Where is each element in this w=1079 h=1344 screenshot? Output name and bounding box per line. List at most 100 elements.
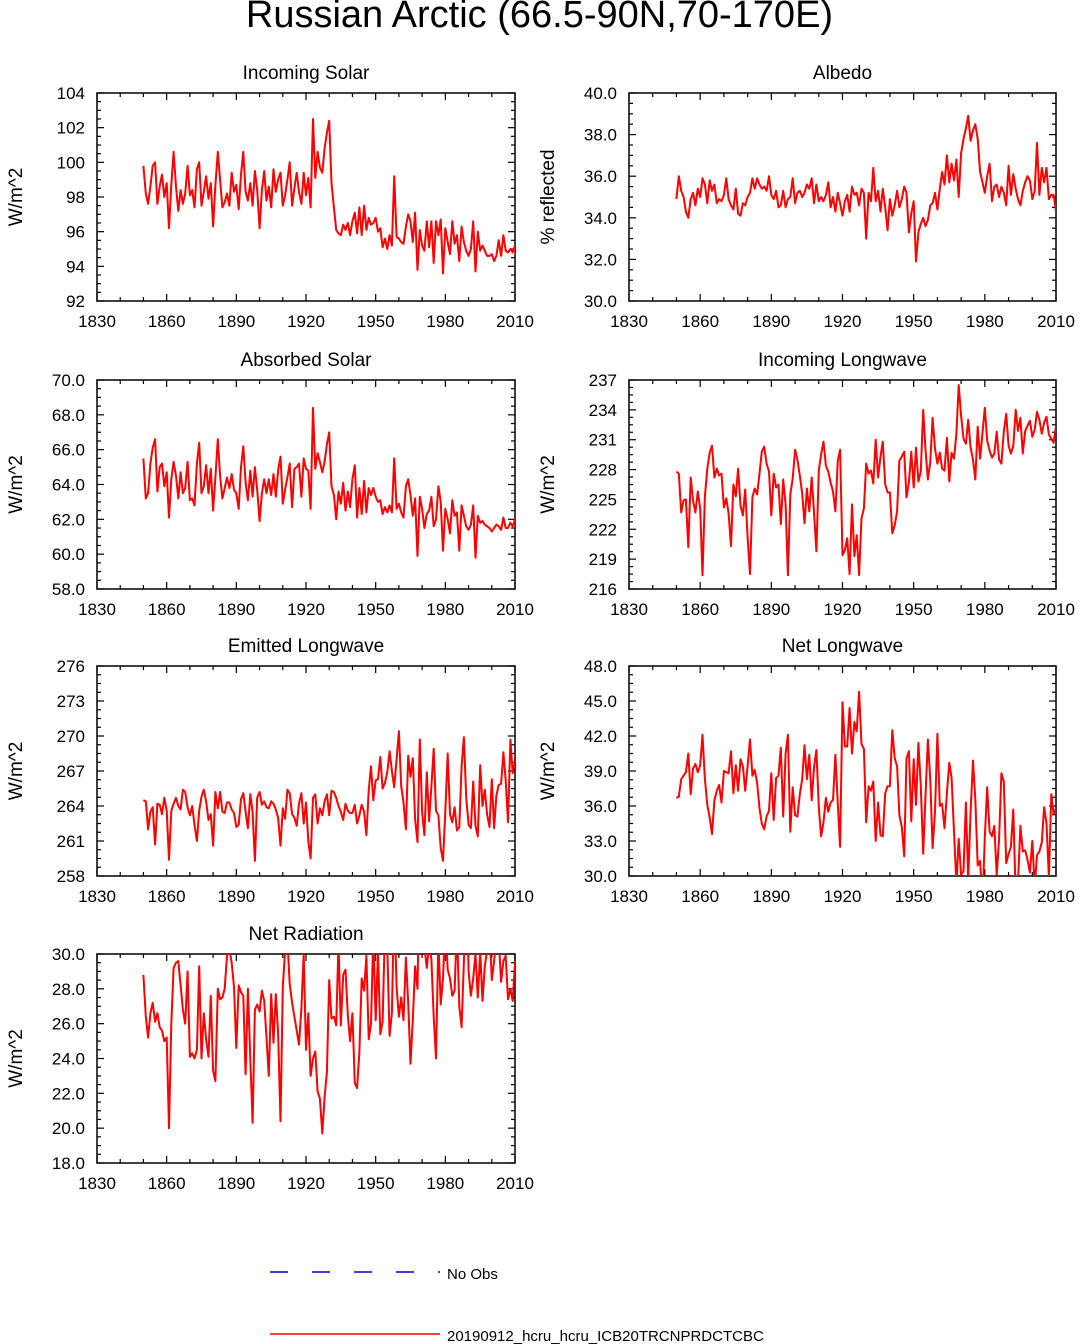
y-axis-label: W/m^2	[6, 742, 27, 801]
x-tick-label: 2010	[496, 887, 534, 906]
y-tick-label: 96	[66, 223, 85, 242]
y-tick-label: 30.0	[52, 945, 85, 964]
y-tick-label: 222	[589, 520, 617, 539]
y-tick-label: 94	[66, 257, 85, 276]
x-tick-label: 1920	[824, 312, 862, 331]
x-tick-label: 1860	[681, 887, 719, 906]
y-tick-label: 70.0	[52, 371, 85, 390]
x-tick-label: 2010	[496, 600, 534, 619]
x-tick-label: 1890	[217, 600, 255, 619]
x-tick-label: 1920	[287, 1174, 325, 1193]
figure-title: Russian Arctic (66.5-90N,70-170E)	[245, 0, 834, 36]
x-tick-label: 1890	[752, 312, 790, 331]
y-tick-label: 58.0	[52, 580, 85, 599]
x-tick-label: 1830	[610, 887, 648, 906]
x-tick-label: 1860	[681, 312, 719, 331]
x-tick-label: 1950	[357, 1174, 395, 1193]
x-tick-label: 1980	[426, 600, 464, 619]
x-tick-label: 1950	[895, 887, 933, 906]
y-tick-label: 102	[57, 119, 85, 138]
x-tick-label: 1920	[287, 887, 325, 906]
plot-frame	[96, 665, 516, 877]
x-tick-label: 1890	[217, 887, 255, 906]
legend-no-obs-label: No Obs	[447, 1266, 498, 1283]
y-tick-label: 264	[57, 797, 85, 816]
x-tick-label: 2010	[496, 312, 534, 331]
x-tick-label: 1890	[217, 312, 255, 331]
x-tick-label: 1830	[78, 887, 116, 906]
y-tick-label: 258	[57, 867, 85, 886]
y-axis-label: W/m^2	[6, 455, 27, 514]
y-tick-label: 30.0	[584, 292, 617, 311]
panel-emitted-longwave: Emitted Longwave 1830 1860 1890 1920 1950 1980…	[6, 636, 534, 906]
y-tick-label: 216	[589, 580, 617, 599]
x-tick-label: 1830	[78, 1174, 116, 1193]
y-tick-label: 24.0	[52, 1050, 85, 1069]
plot-frame	[96, 92, 516, 302]
y-tick-label: 20.0	[52, 1119, 85, 1138]
series-line	[142, 730, 515, 862]
y-tick-label: 231	[589, 431, 617, 450]
y-tick-label: 22.0	[52, 1084, 85, 1103]
y-tick-label: 48.0	[584, 657, 617, 676]
y-tick-label: 28.0	[52, 980, 85, 999]
y-tick-label: 40.0	[584, 84, 617, 103]
x-tick-label: 1980	[426, 887, 464, 906]
panel-title: Emitted Longwave	[228, 636, 384, 657]
x-tick-label: 1920	[287, 600, 325, 619]
y-tick-label: 68.0	[52, 406, 85, 425]
panel-title: Absorbed Solar	[241, 350, 373, 371]
x-tick-label: 1950	[357, 600, 395, 619]
y-tick-label: 276	[57, 657, 85, 676]
x-tick-label: 1860	[148, 600, 186, 619]
x-tick-label: 1890	[217, 1174, 255, 1193]
x-tick-label: 1830	[610, 312, 648, 331]
y-tick-label: 64.0	[52, 476, 85, 495]
y-tick-label: 26.0	[52, 1015, 85, 1034]
plot-frame	[628, 379, 1057, 590]
x-tick-label: 1920	[824, 887, 862, 906]
y-tick-label: 66.0	[52, 441, 85, 460]
panel-title: Net Longwave	[782, 636, 903, 657]
x-tick-label: 1830	[610, 600, 648, 619]
y-axis-label: W/m^2	[6, 1029, 27, 1088]
panel-title: Incoming Longwave	[758, 350, 927, 371]
series-line	[142, 406, 515, 559]
x-tick-label: 1950	[895, 600, 933, 619]
panel-incoming-solar: Incoming Solar 1830 1860 1890 1920 1950 1980 20…	[6, 63, 534, 331]
x-tick-label: 1830	[78, 600, 116, 619]
y-axis-label: W/m^2	[538, 455, 559, 514]
x-tick-label: 1980	[426, 312, 464, 331]
y-tick-label: 225	[589, 490, 617, 509]
y-tick-label: 60.0	[52, 545, 85, 564]
legend-model-label: 20190912_hcru_hcru_ICB20TRCNPRDCTCBC	[447, 1328, 764, 1344]
y-tick-label: 32.0	[584, 250, 617, 269]
y-axis-label: W/m^2	[6, 168, 27, 227]
y-tick-label: 36.0	[584, 797, 617, 816]
plot-frame	[96, 953, 516, 1164]
y-tick-label: 42.0	[584, 727, 617, 746]
y-tick-label: 39.0	[584, 762, 617, 781]
x-tick-label: 2010	[496, 1174, 534, 1193]
y-tick-label: 18.0	[52, 1154, 85, 1173]
y-tick-label: 30.0	[584, 867, 617, 886]
series-line	[142, 954, 515, 1135]
y-tick-label: 261	[57, 832, 85, 851]
y-tick-label: 270	[57, 727, 85, 746]
x-tick-label: 1860	[148, 312, 186, 331]
legend: No Obs 20190912_hcru_hcru_ICB20TRCNPRDCT…	[270, 1266, 764, 1344]
x-tick-label: 1950	[895, 312, 933, 331]
x-tick-label: 1980	[966, 600, 1004, 619]
y-tick-label: 62.0	[52, 510, 85, 529]
x-tick-label: 1950	[357, 887, 395, 906]
series-line	[675, 384, 1056, 577]
y-tick-label: 273	[57, 692, 85, 711]
x-tick-label: 1950	[357, 312, 395, 331]
panel-title: Albedo	[813, 63, 872, 84]
x-tick-label: 2010	[1037, 600, 1075, 619]
y-tick-label: 36.0	[584, 167, 617, 186]
x-tick-label: 1860	[148, 887, 186, 906]
y-tick-label: 104	[57, 84, 85, 103]
y-tick-label: 45.0	[584, 692, 617, 711]
